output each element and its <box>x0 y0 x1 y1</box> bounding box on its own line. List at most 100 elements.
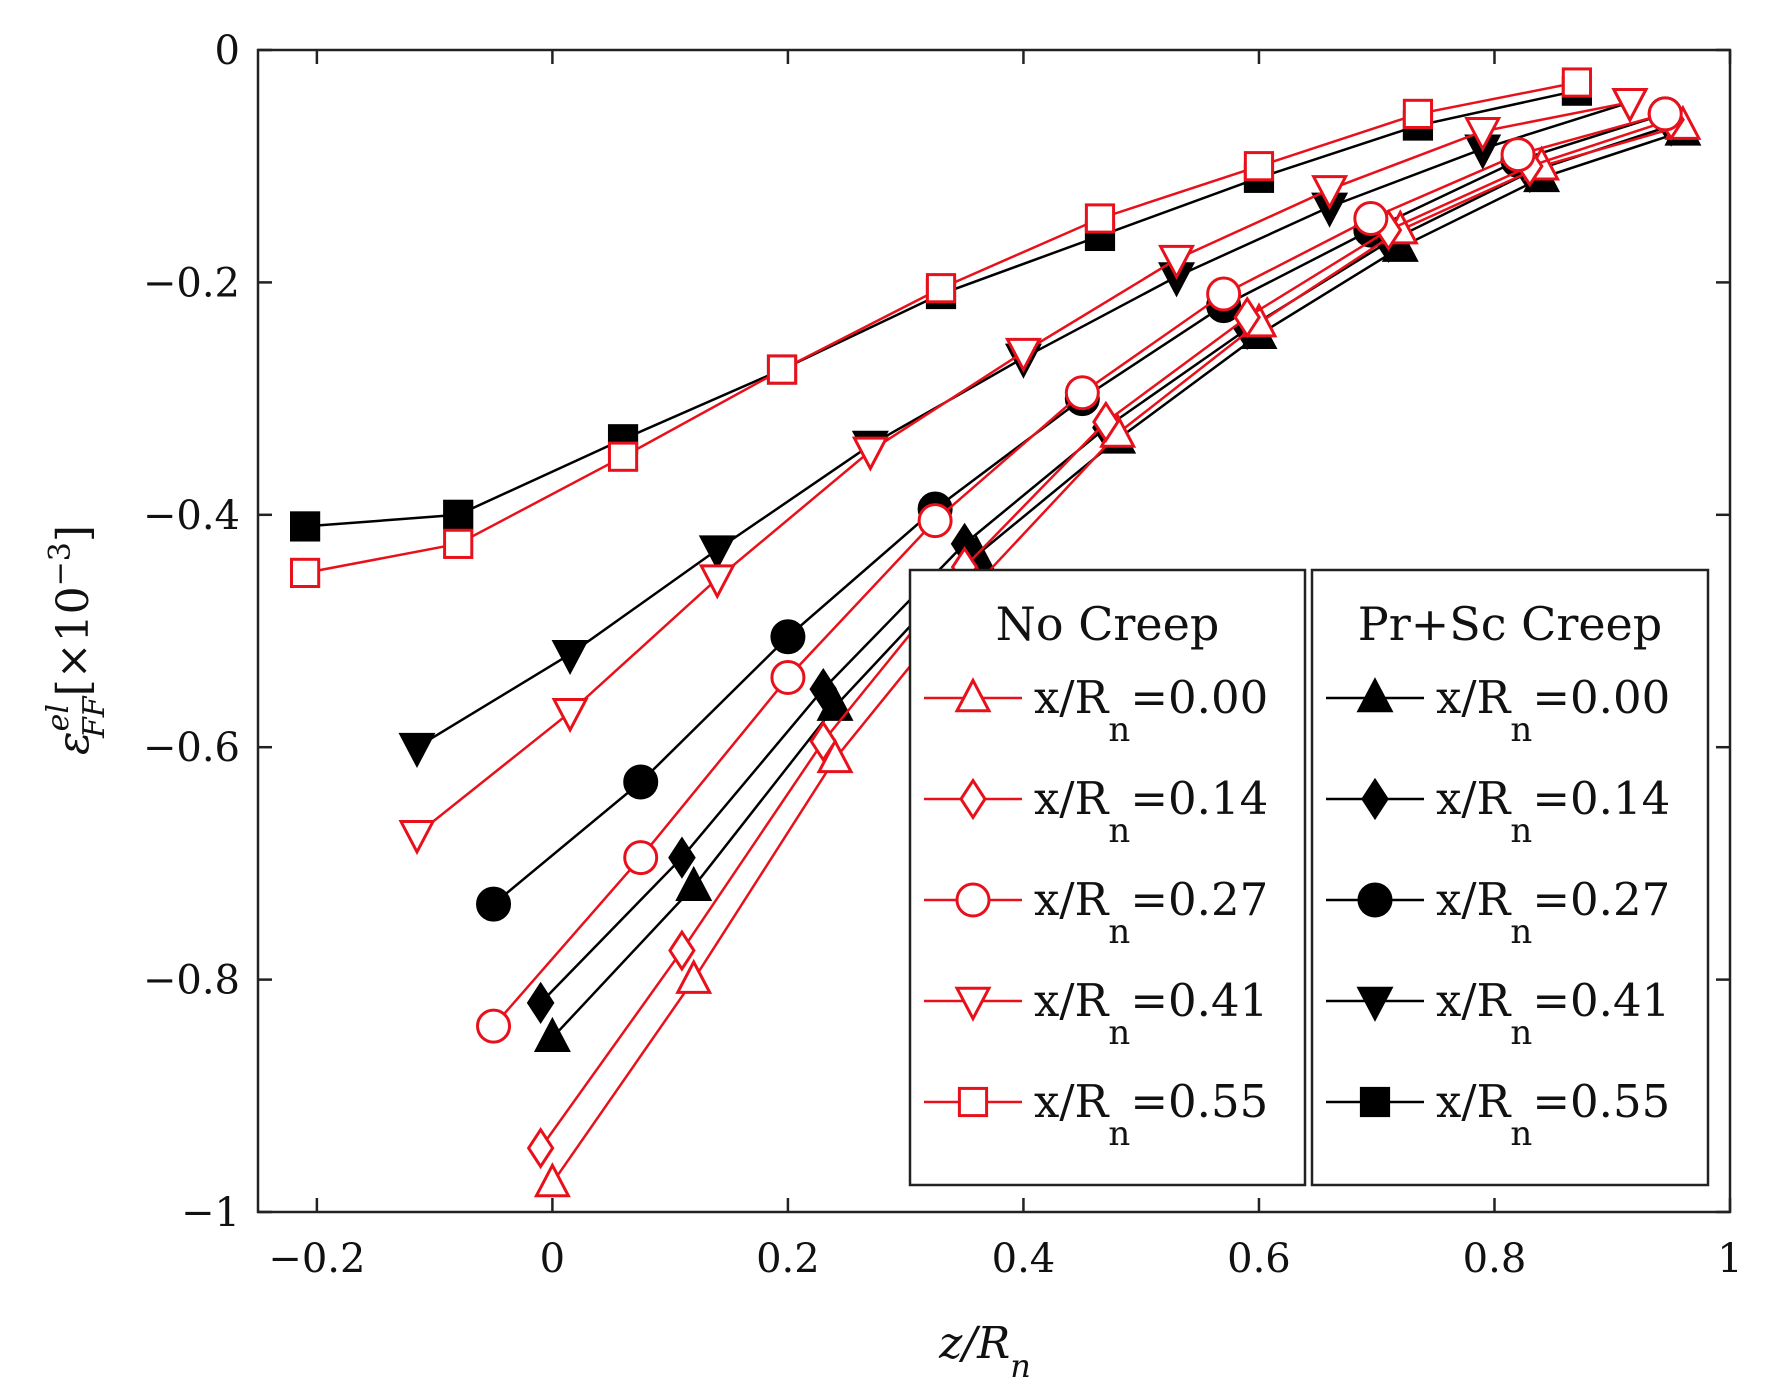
legend-box <box>908 568 1307 1187</box>
legend-label-value: =0.27 <box>1532 873 1670 926</box>
data-point <box>1402 98 1434 130</box>
data-point <box>1561 67 1593 98</box>
legend-label-sub: n <box>1510 710 1532 750</box>
legend-label: x/Rn=0.14 <box>1436 772 1670 851</box>
legend-label-main: x/R <box>1436 1075 1512 1128</box>
data-point <box>398 820 436 856</box>
legend-label-main: x/R <box>1034 1075 1110 1128</box>
data-point <box>809 720 838 763</box>
data-point <box>476 886 512 922</box>
data-point <box>698 535 736 571</box>
ticks-layer: −0.2 0 0.2 0.4 0.6 0.8 1 0 −0.2 −0.4 −0.6 −0.8 −1 <box>143 28 1743 1282</box>
y-axis-title-unit-close: ] <box>48 525 99 542</box>
legend-label-value: =0.55 <box>1130 1075 1268 1128</box>
y-axis-title-main: ε <box>48 731 99 755</box>
legend-label: x/Rn=0.27 <box>1436 873 1670 952</box>
legend-label-sub: n <box>1108 710 1130 750</box>
legend-marker <box>1356 986 1394 1022</box>
x-tick-label-0: −0.2 <box>268 1236 365 1282</box>
legend-marker <box>1357 882 1393 918</box>
data-point <box>398 732 436 769</box>
series-no-creep-x-rn-0-14 <box>526 98 1685 1170</box>
legend-group-1: Pr+Sc Creepx/Rn=0.00x/Rn=0.14x/Rn=0.27x/… <box>1310 568 1710 1187</box>
legend-marker <box>955 882 991 918</box>
data-point <box>770 659 806 695</box>
data-point <box>290 511 321 542</box>
data-point <box>623 764 659 800</box>
legend-box <box>1310 568 1710 1187</box>
y-tick-label-5: −1 <box>181 1190 240 1236</box>
data-point <box>623 840 659 876</box>
data-point <box>668 836 696 879</box>
legend-label-sub: n <box>1108 1114 1130 1154</box>
legend-label-sub: n <box>1510 1013 1532 1053</box>
x-axis-title-sub: n <box>1010 1347 1031 1385</box>
x-tick-label-5: 0.8 <box>1463 1236 1527 1282</box>
legend-label-value: =0.14 <box>1130 772 1268 825</box>
data-point <box>443 499 474 530</box>
legend-label-main: x/R <box>1436 671 1512 724</box>
data-point <box>1353 200 1389 236</box>
legend-label-main: x/R <box>1436 873 1512 926</box>
legend-title: Pr+Sc Creep <box>1358 597 1662 651</box>
legend-label-sub: n <box>1510 1114 1532 1154</box>
data-point <box>1464 117 1502 153</box>
legend-marker <box>954 677 992 713</box>
data-point <box>851 436 889 472</box>
legend-label: x/Rn=0.14 <box>1034 772 1268 851</box>
legend-title: No Creep <box>996 597 1220 651</box>
data-point <box>1647 96 1683 132</box>
legend-label-main: x/R <box>1034 772 1110 825</box>
x-tick-label-3: 0.4 <box>992 1236 1056 1282</box>
legend-label-value: =0.14 <box>1532 772 1670 825</box>
legend-label: x/Rn=0.55 <box>1034 1075 1268 1154</box>
legend-label: x/Rn=0.00 <box>1436 671 1670 750</box>
data-point <box>1611 87 1649 124</box>
data-point <box>290 557 321 588</box>
y-axis-title-sub: FF <box>77 695 112 739</box>
legend-marker <box>1361 777 1389 821</box>
data-point <box>526 1126 555 1170</box>
data-point <box>809 667 838 711</box>
series-no-creep-x-rn-0-41 <box>398 87 1649 856</box>
data-point <box>1092 400 1120 443</box>
data-point <box>917 503 953 539</box>
y-tick-label-4: −0.8 <box>143 958 240 1004</box>
legend-label-main: x/R <box>1034 873 1110 926</box>
legend-marker <box>959 777 987 821</box>
data-point <box>607 441 639 472</box>
legend-label-sub: n <box>1510 811 1532 851</box>
data-point <box>1004 337 1042 373</box>
legend-label-main: x/R <box>1436 772 1512 825</box>
x-tick-label-4: 0.6 <box>1227 1236 1291 1282</box>
data-point <box>770 619 806 655</box>
data-point <box>668 929 696 972</box>
x-axis-title-main: z/R <box>938 1318 1010 1369</box>
y-axis-title-unit-exp: −3 <box>43 542 78 586</box>
data-point <box>476 1008 512 1044</box>
series-no-creep-x-rn-0-55 <box>290 67 1593 588</box>
legend-label-value: =0.27 <box>1130 873 1268 926</box>
y-axis-title-unit: [×10 <box>48 586 99 696</box>
legend-marker <box>1356 677 1394 713</box>
data-point <box>526 981 555 1024</box>
data-point <box>1500 137 1536 173</box>
y-tick-label-2: −0.4 <box>143 493 240 539</box>
legend-label: x/Rn=0.27 <box>1034 873 1268 952</box>
data-point <box>925 273 957 304</box>
data-point <box>698 564 736 600</box>
legend-label-value: =0.41 <box>1532 974 1670 1027</box>
data-point <box>1206 276 1242 312</box>
series-layer <box>290 67 1702 1198</box>
y-tick-label-3: −0.6 <box>143 725 240 771</box>
y-tick-label-0: 0 <box>215 28 240 74</box>
legend-label-main: x/R <box>1034 671 1110 724</box>
legend-marker <box>1359 1086 1391 1118</box>
data-point <box>1243 151 1275 182</box>
legend-marker <box>954 986 992 1022</box>
x-tick-label-2: 0.2 <box>756 1236 820 1282</box>
legend-label-sub: n <box>1108 912 1130 952</box>
legend: No Creepx/Rn=0.00x/Rn=0.14x/Rn=0.27x/Rn=… <box>908 568 1710 1187</box>
legend-label-sub: n <box>1510 912 1532 952</box>
legend-label-main: x/R <box>1034 974 1110 1027</box>
